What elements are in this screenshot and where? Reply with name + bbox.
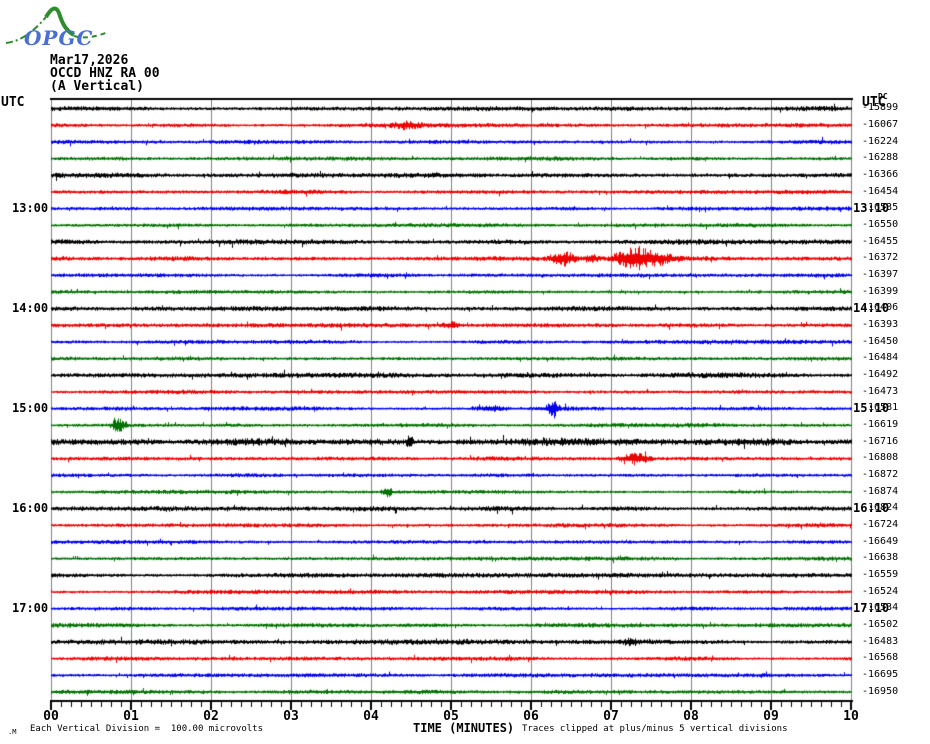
dc-value: -16524 xyxy=(862,585,899,597)
hour-label-left: 16:00 xyxy=(12,501,49,516)
dc-value: -16406 xyxy=(862,302,899,314)
dc-value: -16067 xyxy=(862,119,899,130)
dc-value: -16559 xyxy=(862,569,899,580)
x-axis-label: TIME (MINUTES) xyxy=(413,721,515,735)
dc-value: -16483 xyxy=(862,635,899,647)
x-tick-label: 05 xyxy=(443,709,459,724)
hour-label-left: 13:00 xyxy=(12,201,49,216)
dc-value: -16393 xyxy=(862,319,899,330)
x-tick-label: 06 xyxy=(523,709,539,724)
dc-value: -16372 xyxy=(862,252,899,264)
dc-value: -16638 xyxy=(862,552,899,564)
footer-clip-note: Traces clipped at plus/minus 5 vertical … xyxy=(522,724,788,734)
dc-value: -16581 xyxy=(862,402,899,414)
dc-value: -16872 xyxy=(862,469,899,480)
dc-value: -16619 xyxy=(862,419,899,430)
x-tick-label: 01 xyxy=(123,709,139,724)
hour-label-right: 15:10 xyxy=(853,401,890,416)
dc-value: -16716 xyxy=(862,435,899,447)
hour-label-left: 17:00 xyxy=(12,601,49,616)
hour-label-right: 16:10 xyxy=(853,501,890,516)
dc-value: -16224 xyxy=(862,135,899,147)
dc-value: -16550 xyxy=(862,219,899,230)
dc-value: -16534 xyxy=(862,602,899,614)
dc-value: -16288 xyxy=(862,152,899,164)
dc-value: -16454 xyxy=(862,185,899,197)
dc-value: -16649 xyxy=(862,535,899,547)
dc-value: -16399 xyxy=(862,285,899,297)
dc-value: -16568 xyxy=(862,652,899,664)
x-tick-label: 04 xyxy=(363,709,379,724)
dc-value: -16724 xyxy=(862,519,899,530)
dc-value: -16450 xyxy=(862,335,899,347)
x-tick-label: 10 xyxy=(843,709,859,724)
x-tick-label: 02 xyxy=(203,709,219,724)
dc-value: -16397 xyxy=(862,269,899,280)
dc-value: -16484 xyxy=(862,352,899,364)
footer-mark: .M xyxy=(8,728,17,736)
dc-value: -16874 xyxy=(862,485,899,497)
dc-value: -16492 xyxy=(862,369,899,380)
hour-label-left: 15:00 xyxy=(12,401,49,416)
footer-scale-note: Each Vertical Division = 100.00 microvol… xyxy=(30,724,263,734)
x-tick-label: 07 xyxy=(603,709,619,724)
x-tick-label: 00 xyxy=(43,709,59,724)
dc-value: -16473 xyxy=(862,385,899,397)
hour-label-right: 14:10 xyxy=(853,301,890,316)
dc-value: -16808 xyxy=(862,452,899,464)
hour-label-right: 13:10 xyxy=(853,201,890,216)
hour-label-left: 14:00 xyxy=(12,301,49,316)
dc-value: -16502 xyxy=(862,619,899,630)
dc-value: -16695 xyxy=(862,669,899,680)
x-tick-label: 03 xyxy=(283,709,299,724)
dc-value: -16950 xyxy=(862,685,899,697)
dc-value: -16824 xyxy=(862,502,899,514)
hour-label-right: 17:10 xyxy=(853,601,890,616)
dc-value: -16366 xyxy=(862,169,899,180)
dc-value: -16455 xyxy=(862,235,899,247)
x-tick-label: 08 xyxy=(683,709,699,724)
dc-value: -16535 xyxy=(862,202,899,214)
x-tick-label: 09 xyxy=(763,709,779,724)
dc-value: -15899 xyxy=(862,102,899,114)
